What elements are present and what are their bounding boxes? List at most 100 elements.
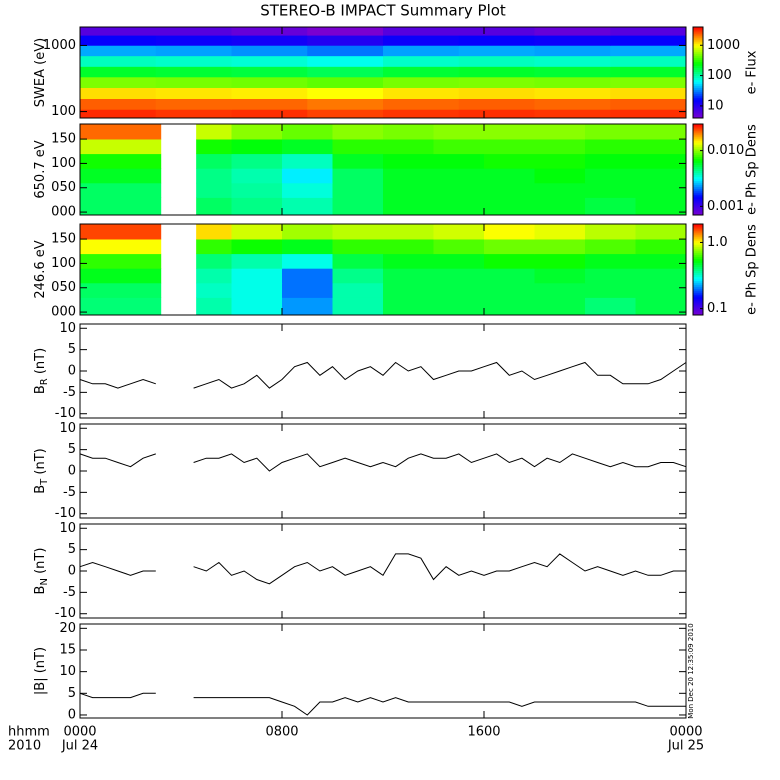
- spectrogram-cell: [635, 253, 687, 269]
- spectrogram-cell: [585, 153, 636, 169]
- spectrogram-cell: [80, 98, 157, 110]
- y-axis-label: BR (nT): [33, 348, 51, 394]
- colorbar-segment: [693, 224, 703, 227]
- spectrogram-cell: [332, 124, 384, 140]
- spectrogram-cell: [80, 239, 162, 255]
- colorbar-segment: [693, 150, 703, 153]
- colorbar-segment: [693, 292, 703, 296]
- colorbar-segment: [693, 55, 703, 58]
- spectrogram-cell: [484, 253, 535, 269]
- y-axis-label: BN (nT): [33, 548, 51, 595]
- colorbar-segment: [693, 288, 703, 292]
- spectrogram-cell: [231, 224, 283, 240]
- colorbar-segment: [693, 101, 703, 105]
- spectrogram-cell: [196, 182, 232, 198]
- spectrogram-cell: [383, 109, 460, 119]
- x-tick-label: 1600: [467, 725, 500, 740]
- spectrogram-cell: [433, 139, 485, 155]
- spectrogram-cell: [484, 224, 535, 240]
- colorbar-segment: [693, 210, 703, 214]
- colorbar-segment: [693, 65, 703, 68]
- colorbar-segment: [693, 182, 703, 186]
- colorbar-segment: [693, 51, 703, 54]
- spectrogram-cell: [80, 297, 162, 316]
- spectrogram-cell: [635, 182, 687, 198]
- colorbar-segment: [693, 93, 703, 97]
- spectrogram-cell: [231, 76, 308, 88]
- colorbar-frame: [692, 123, 704, 216]
- colorbar-segment: [693, 109, 703, 113]
- colorbar-tick-label: 10: [707, 98, 724, 113]
- y-axis-label: BT (nT): [33, 448, 51, 494]
- colorbar-segment: [693, 172, 703, 176]
- colorbar-segment: [693, 242, 703, 245]
- colorbar-segment: [693, 264, 703, 267]
- spectrogram-cell: [231, 182, 283, 198]
- colorbar-segment: [693, 87, 703, 91]
- spectrogram-cell: [383, 98, 460, 110]
- colorbar-segment: [693, 266, 703, 269]
- spectrogram-cell: [610, 87, 687, 100]
- colorbar-segment: [693, 188, 703, 192]
- colorbar-segment: [693, 256, 703, 259]
- y-axis-label: SWEA (eV): [33, 38, 48, 107]
- spectrogram-cell: [196, 224, 232, 240]
- colorbar-segment: [693, 282, 703, 286]
- colorbar-segment: [693, 192, 703, 196]
- spectrogram-cell: [458, 109, 535, 119]
- spectrogram-cell: [282, 168, 333, 184]
- spectrogram-cell: [231, 55, 308, 67]
- spectrogram-cell: [282, 297, 333, 316]
- spectrogram-cell: [534, 66, 611, 78]
- spectrogram-cell: [80, 253, 162, 269]
- spectrogram-cell: [433, 239, 485, 255]
- spectrogram-cell: [231, 297, 283, 316]
- spectrogram-cell: [585, 297, 636, 316]
- spectrogram-cell: [383, 153, 434, 169]
- colorbar-segment: [693, 230, 703, 233]
- y-axis-label-text: 246.6 eV: [33, 240, 48, 298]
- colorbar-segment: [693, 184, 703, 188]
- colorbar-segment: [693, 176, 703, 180]
- spectrogram-cell: [534, 297, 586, 316]
- spectrogram-cell: [383, 87, 460, 100]
- colorbar-segment: [693, 107, 703, 111]
- spectrogram-cell: [610, 55, 687, 67]
- spectrogram-cell: [484, 139, 535, 155]
- spectrogram-cell: [484, 282, 535, 298]
- colorbar-segment: [693, 136, 703, 139]
- spectrogram-cell: [585, 268, 636, 284]
- spectrogram-cell: [196, 153, 232, 169]
- colorbar-segment: [693, 33, 703, 36]
- spectrogram-cell: [534, 35, 611, 46]
- spectrogram-cell: [80, 76, 157, 88]
- colorbar-segment: [693, 146, 703, 149]
- colorbar-segment: [693, 284, 703, 288]
- spectrogram-cell: [585, 239, 636, 255]
- spectrogram-cell: [196, 139, 232, 155]
- spectrogram-cell: [155, 66, 232, 78]
- spectrogram-cell: [383, 182, 434, 198]
- spectrogram-cell: [383, 297, 434, 316]
- spectrogram-cell: [196, 268, 232, 284]
- spectrogram-cell: [231, 45, 308, 57]
- spectrogram-cell: [534, 109, 611, 119]
- colorbar-segment: [693, 81, 703, 85]
- y-tick-label: 20: [59, 621, 76, 636]
- panel-frame: [79, 623, 687, 719]
- colorbar-segment: [693, 158, 703, 161]
- spectrogram-cell: [80, 268, 162, 284]
- spectrogram-cell: [534, 253, 586, 269]
- colorbar-segment: [693, 260, 703, 263]
- spectrogram-cell: [383, 139, 434, 155]
- panel-frame: [79, 26, 687, 119]
- spectrogram-cell: [585, 124, 636, 140]
- spectrogram-cell: [433, 253, 485, 269]
- colorbar-segment: [693, 308, 703, 312]
- colorbar-segment: [693, 166, 703, 169]
- spectrogram-cell: [458, 45, 535, 57]
- colorbar-segment: [693, 95, 703, 99]
- spectrogram-cell: [332, 282, 384, 298]
- y-axis-label-text: B: [33, 485, 48, 494]
